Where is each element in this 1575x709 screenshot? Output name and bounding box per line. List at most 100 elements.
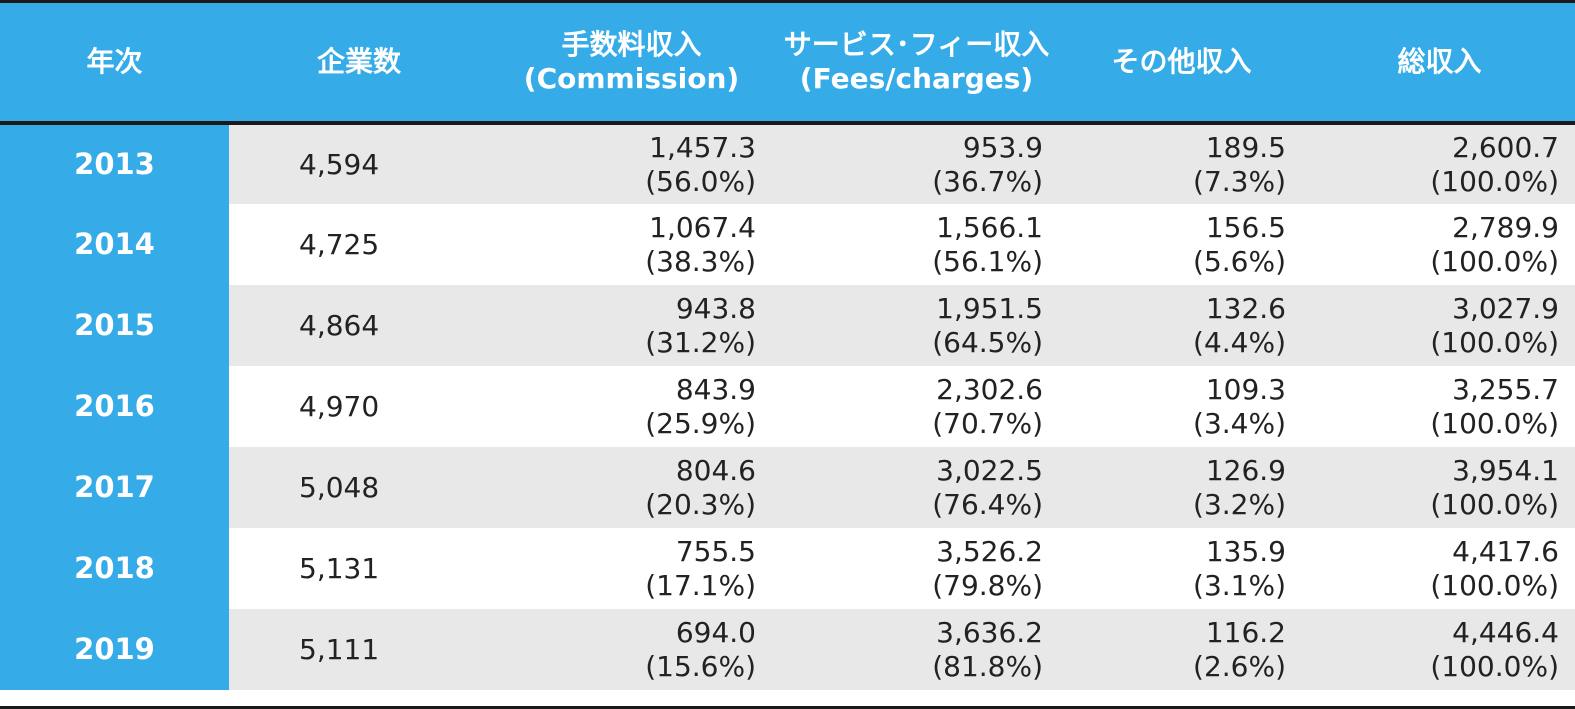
header-year: 年次 — [0, 3, 229, 125]
fees-percent: (56.1%) — [932, 244, 1043, 278]
other-value: 156.5 — [1205, 210, 1286, 244]
table-row: 2016 4,970 843.9 (25.9%) 2,302.6 (70.7%) 109.3… — [0, 366, 1575, 447]
companies-cell: 5,131 — [229, 528, 489, 609]
commission-value: 1,457.3 — [649, 130, 756, 164]
commission-value: 804.6 — [675, 453, 756, 487]
fees-cell: 3,636.2 (81.8%) — [774, 609, 1059, 690]
companies-cell: 4,594 — [229, 123, 489, 204]
header-total: 総収入 — [1304, 3, 1575, 125]
commission-value: 843.9 — [675, 372, 756, 406]
header-commission: 手数料収入 (Commission) — [489, 3, 774, 125]
total-value: 3,027.9 — [1452, 291, 1559, 325]
table-row: 2019 5,111 694.0 (15.6%) 3,636.2 (81.8%) 116.2… — [0, 609, 1575, 690]
other-cell: 109.3 (3.4%) — [1059, 366, 1304, 447]
fees-value: 1,951.5 — [936, 291, 1043, 325]
fees-value: 953.9 — [962, 130, 1043, 164]
total-value: 3,255.7 — [1452, 372, 1559, 406]
year-cell: 2014 — [0, 204, 229, 285]
other-value: 132.6 — [1205, 291, 1286, 325]
fees-percent: (64.5%) — [932, 325, 1043, 359]
commission-cell: 804.6 (20.3%) — [489, 447, 774, 528]
total-percent: (100.0%) — [1430, 649, 1559, 683]
commission-cell: 1,067.4 (38.3%) — [489, 204, 774, 285]
fees-percent: (36.7%) — [932, 164, 1043, 198]
total-value: 4,446.4 — [1452, 615, 1559, 649]
table-row: 2013 4,594 1,457.3 (56.0%) 953.9 (36.7%) 189.5… — [0, 123, 1575, 204]
fees-value: 3,022.5 — [936, 453, 1043, 487]
commission-cell: 694.0 (15.6%) — [489, 609, 774, 690]
fees-cell: 1,566.1 (56.1%) — [774, 204, 1059, 285]
total-cell: 3,255.7 (100.0%) — [1304, 366, 1575, 447]
other-percent: (3.2%) — [1193, 487, 1286, 521]
other-cell: 132.6 (4.4%) — [1059, 285, 1304, 366]
commission-percent: (25.9%) — [645, 406, 756, 440]
total-percent: (100.0%) — [1430, 244, 1559, 278]
data-table: 年次 企業数 手数料収入 (Commission) サービス･フィー収入 (Fees… — [0, 3, 1575, 690]
commission-cell: 1,457.3 (56.0%) — [489, 123, 774, 204]
total-percent: (100.0%) — [1430, 568, 1559, 602]
companies-cell: 5,111 — [229, 609, 489, 690]
table-row: 2018 5,131 755.5 (17.1%) 3,526.2 (79.8%) 135.9… — [0, 528, 1575, 609]
total-percent: (100.0%) — [1430, 406, 1559, 440]
total-cell: 3,954.1 (100.0%) — [1304, 447, 1575, 528]
other-percent: (3.1%) — [1193, 568, 1286, 602]
other-value: 126.9 — [1205, 453, 1286, 487]
companies-cell: 5,048 — [229, 447, 489, 528]
companies-cell: 4,725 — [229, 204, 489, 285]
table-row: 2015 4,864 943.8 (31.2%) 1,951.5 (64.5%) 132.6… — [0, 285, 1575, 366]
other-value: 116.2 — [1205, 615, 1286, 649]
header-other: その他収入 — [1059, 3, 1304, 125]
total-value: 3,954.1 — [1452, 453, 1559, 487]
year-cell: 2016 — [0, 366, 229, 447]
commission-percent: (20.3%) — [645, 487, 756, 521]
year-cell: 2017 — [0, 447, 229, 528]
total-percent: (100.0%) — [1430, 164, 1559, 198]
fees-cell: 1,951.5 (64.5%) — [774, 285, 1059, 366]
companies-cell: 4,864 — [229, 285, 489, 366]
commission-value: 943.8 — [675, 291, 756, 325]
fees-value: 3,636.2 — [936, 615, 1043, 649]
total-value: 4,417.6 — [1452, 534, 1559, 568]
total-percent: (100.0%) — [1430, 325, 1559, 359]
table-row: 2014 4,725 1,067.4 (38.3%) 1,566.1 (56.1%) 156… — [0, 204, 1575, 285]
other-cell: 189.5 (7.3%) — [1059, 123, 1304, 204]
commission-percent: (15.6%) — [645, 649, 756, 683]
total-cell: 4,417.6 (100.0%) — [1304, 528, 1575, 609]
year-cell: 2015 — [0, 285, 229, 366]
commission-percent: (38.3%) — [645, 244, 756, 278]
commission-percent: (31.2%) — [645, 325, 756, 359]
year-cell: 2019 — [0, 609, 229, 690]
table-row: 2017 5,048 804.6 (20.3%) 3,022.5 (76.4%) 126.9… — [0, 447, 1575, 528]
other-percent: (5.6%) — [1193, 244, 1286, 278]
total-cell: 2,789.9 (100.0%) — [1304, 204, 1575, 285]
year-cell: 2018 — [0, 528, 229, 609]
header-row: 年次 企業数 手数料収入 (Commission) サービス･フィー収入 (Fees… — [0, 3, 1575, 125]
other-value: 135.9 — [1205, 534, 1286, 568]
commission-value: 1,067.4 — [649, 210, 756, 244]
total-value: 2,789.9 — [1452, 210, 1559, 244]
total-cell: 2,600.7 (100.0%) — [1304, 123, 1575, 204]
total-value: 2,600.7 — [1452, 130, 1559, 164]
other-value: 189.5 — [1205, 130, 1286, 164]
fees-cell: 2,302.6 (70.7%) — [774, 366, 1059, 447]
header-fees: サービス･フィー収入 (Fees/charges) — [774, 3, 1059, 125]
other-cell: 156.5 (5.6%) — [1059, 204, 1304, 285]
other-cell: 135.9 (3.1%) — [1059, 528, 1304, 609]
commission-value: 694.0 — [675, 615, 756, 649]
commission-cell: 755.5 (17.1%) — [489, 528, 774, 609]
fees-percent: (79.8%) — [932, 568, 1043, 602]
fees-percent: (70.7%) — [932, 406, 1043, 440]
fees-cell: 3,526.2 (79.8%) — [774, 528, 1059, 609]
other-cell: 116.2 (2.6%) — [1059, 609, 1304, 690]
fees-value: 2,302.6 — [936, 372, 1043, 406]
companies-cell: 4,970 — [229, 366, 489, 447]
commission-cell: 843.9 (25.9%) — [489, 366, 774, 447]
table-body: 2013 4,594 1,457.3 (56.0%) 953.9 (36.7%) 189.5… — [0, 123, 1575, 690]
total-cell: 4,446.4 (100.0%) — [1304, 609, 1575, 690]
fees-percent: (76.4%) — [932, 487, 1043, 521]
commission-cell: 943.8 (31.2%) — [489, 285, 774, 366]
fees-cell: 953.9 (36.7%) — [774, 123, 1059, 204]
other-value: 109.3 — [1205, 372, 1286, 406]
commission-percent: (17.1%) — [645, 568, 756, 602]
fees-cell: 3,022.5 (76.4%) — [774, 447, 1059, 528]
